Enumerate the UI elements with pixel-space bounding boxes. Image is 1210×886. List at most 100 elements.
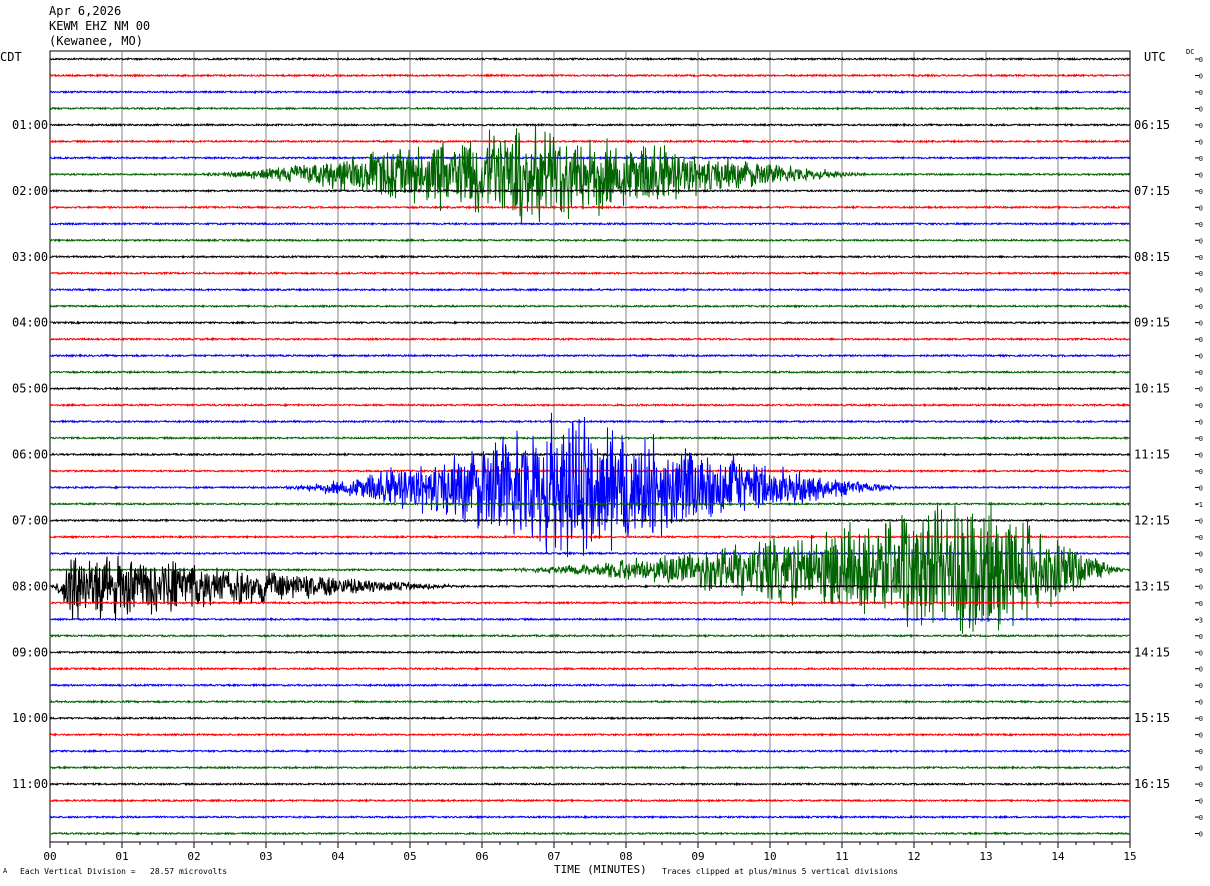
dc-offset-47: 0	[1199, 831, 1203, 839]
dc-offset-37: 0	[1199, 666, 1203, 674]
left-timezone-label: CDT	[0, 50, 22, 64]
x-tick-label: 07	[547, 850, 560, 863]
dc-offset-20: 0	[1199, 386, 1203, 394]
dc-offset-5: 0	[1199, 138, 1203, 146]
trace-28	[49, 518, 1131, 523]
right-hour-label: 09:15	[1134, 316, 1170, 330]
x-tick-label: 09	[691, 850, 704, 863]
dc-offset-13: 0	[1199, 270, 1203, 278]
trace-36	[50, 649, 1131, 655]
dc-offset-2: 0	[1199, 89, 1203, 97]
dc-offset-6: 0	[1199, 155, 1203, 163]
dc-offset-9: 0	[1199, 204, 1203, 212]
trace-17	[49, 336, 1131, 342]
trace-16	[49, 320, 1131, 326]
station-code: KEWM EHZ NM 00	[49, 19, 151, 33]
trace-25	[49, 468, 1131, 474]
trace-2	[49, 89, 1131, 95]
left-hour-label: 01:00	[12, 118, 48, 132]
trace-39	[50, 699, 1131, 705]
trace-40	[49, 715, 1131, 721]
dc-offset-24: 0	[1199, 452, 1203, 460]
left-hour-label: 09:00	[12, 645, 48, 659]
trace-29	[50, 534, 1131, 540]
x-tick-label: 06	[475, 850, 488, 863]
left-hour-label: 11:00	[12, 777, 48, 791]
trace-42	[49, 748, 1131, 754]
trace-37	[49, 666, 1131, 672]
x-tick-label: 01	[115, 850, 128, 863]
trace-32	[49, 555, 1131, 621]
dc-offset-38: 0	[1199, 682, 1203, 690]
right-hour-label: 13:15	[1134, 579, 1170, 593]
x-tick-label: 15	[1123, 850, 1136, 863]
x-tick-label: 08	[619, 850, 632, 863]
trace-43	[49, 765, 1131, 771]
right-hour-label: 08:15	[1134, 250, 1170, 264]
dc-offset-23: 0	[1199, 435, 1203, 443]
trace-41	[49, 732, 1131, 737]
right-hour-label: 15:15	[1134, 711, 1170, 725]
trace-9	[49, 204, 1131, 210]
x-tick-label: 03	[259, 850, 272, 863]
right-hour-label: 07:15	[1134, 184, 1170, 198]
trace-7	[49, 124, 1131, 225]
dc-offset-33: 0	[1199, 600, 1203, 608]
trace-45	[49, 798, 1131, 804]
dc-offset-10: 0	[1199, 221, 1203, 229]
trace-44	[49, 781, 1131, 787]
x-tick-label: 11	[835, 850, 848, 863]
trace-13	[49, 270, 1131, 276]
dc-offset-15: 0	[1199, 303, 1203, 311]
chart-date: Apr 6,2026	[49, 4, 122, 18]
right-hour-label: 10:15	[1134, 382, 1170, 396]
dc-offset-1: 0	[1199, 72, 1203, 80]
trace-26	[49, 412, 1131, 558]
station-location: (Kewanee, MO)	[49, 34, 143, 48]
left-hour-label: 06:00	[12, 448, 48, 462]
trace-15	[49, 303, 1131, 309]
right-hour-label: 11:15	[1134, 448, 1170, 462]
trace-33	[49, 600, 1130, 606]
x-tick-label: 13	[979, 850, 992, 863]
trace-11	[49, 237, 1131, 243]
dc-label: DC	[1186, 48, 1195, 56]
dc-offset-25: 0	[1199, 468, 1203, 476]
left-hour-label: 04:00	[12, 316, 48, 330]
trace-46	[49, 814, 1131, 820]
dc-offset-3: 0	[1199, 105, 1203, 113]
x-tick-label: 12	[907, 850, 920, 863]
vertical-division-note: Each Vertical Division = 28.57 microvolt…	[20, 867, 228, 876]
dc-offset-45: 0	[1199, 798, 1203, 806]
dc-offset-4: 0	[1199, 122, 1203, 130]
dc-offset-27: -1	[1195, 501, 1203, 509]
trace-38	[49, 682, 1131, 688]
trace-4	[49, 122, 1131, 128]
x-tick-label: 04	[331, 850, 345, 863]
trace-23	[49, 435, 1131, 441]
left-hour-label: 02:00	[12, 184, 48, 198]
dc-offset-44: 0	[1199, 781, 1203, 789]
dc-offset-26: 0	[1199, 484, 1203, 492]
x-tick-label: 10	[763, 850, 776, 863]
trace-12	[49, 254, 1131, 259]
trace-21	[49, 402, 1131, 408]
dc-offset-22: 0	[1199, 419, 1203, 427]
corner-mark: A	[3, 867, 8, 875]
right-hour-label: 12:15	[1134, 513, 1170, 527]
dc-offset-31: 0	[1199, 567, 1203, 575]
trace-24	[50, 452, 1131, 457]
dc-offset-30: 0	[1199, 550, 1203, 558]
dc-offset-35: 0	[1199, 633, 1203, 641]
x-tick-label: 05	[403, 850, 416, 863]
dc-offset-7: 0	[1199, 171, 1203, 179]
dc-offset-40: 0	[1199, 715, 1203, 723]
trace-10	[49, 221, 1131, 227]
dc-offset-46: 0	[1199, 814, 1203, 822]
trace-27	[49, 501, 1131, 507]
right-hour-label: 06:15	[1134, 118, 1170, 132]
x-tick-label: 00	[43, 850, 56, 863]
dc-offset-16: 0	[1199, 320, 1203, 328]
dc-offset-8: 0	[1199, 188, 1203, 196]
